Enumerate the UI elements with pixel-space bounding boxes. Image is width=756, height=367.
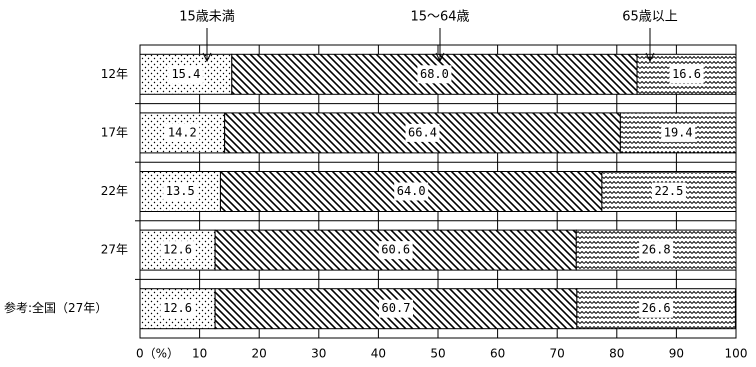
legend-label: 65歳以上 [622,10,678,25]
value-label: 15.4 [171,67,200,81]
value-label: 16.6 [672,67,701,81]
value-label: 12.6 [163,301,192,315]
value-label-bg [163,182,198,201]
bar-segment [139,171,221,212]
value-label-bg [661,123,696,142]
value-label-bg [378,299,413,318]
legend-label: 15歳未満 [179,10,235,25]
legend-arrowhead [435,52,445,63]
value-label-bg [417,65,452,84]
value-label-bg [669,65,704,84]
x-tick-label: 70 [550,347,565,361]
x-tick-label: 10 [192,347,207,361]
y-tick-label: 17年 [101,125,128,139]
value-label: 26.8 [642,243,671,257]
x-tick-label: 60 [490,347,505,361]
value-label: 60.6 [381,243,410,257]
y-tick-label: 参考:全国（27年） [4,300,107,315]
value-label: 66.4 [408,125,437,139]
x-tick-label: 50 [430,347,445,361]
bar-segment [231,53,638,95]
value-label: 26.6 [642,301,671,315]
value-label-bg [394,182,429,201]
value-label: 60.7 [382,301,411,315]
value-label-bg [168,65,203,84]
y-tick-label: 12年 [101,67,128,81]
x-tick-label: 90 [669,347,684,361]
legend-arrowhead [202,52,212,63]
x-tick-label: 0（%） [136,347,179,361]
x-tick-label: 40 [371,347,386,361]
value-label-bg [378,241,413,260]
value-label-bg [165,123,200,142]
value-label-bg [639,241,674,260]
value-label-bg [405,123,440,142]
value-label-bg [160,299,195,318]
y-tick-label: 27年 [101,243,128,257]
x-tick-label: 100 [725,347,748,361]
value-label: 64.0 [397,184,426,198]
value-label: 19.4 [664,125,693,139]
x-tick-label: 80 [609,347,624,361]
y-tick-label: 22年 [101,184,128,198]
value-label: 68.0 [420,67,449,81]
value-label: 14.2 [168,125,197,139]
value-label-bg [160,241,195,260]
legend-arrowhead [645,52,655,63]
value-label: 12.6 [163,243,192,257]
value-label-bg [639,299,674,318]
value-label: 13.5 [166,184,195,198]
legend-label: 15～64歳 [410,10,469,25]
value-label-bg [651,182,686,201]
value-label: 22.5 [654,184,683,198]
x-tick-label: 20 [252,347,267,361]
x-tick-label: 30 [311,347,326,361]
